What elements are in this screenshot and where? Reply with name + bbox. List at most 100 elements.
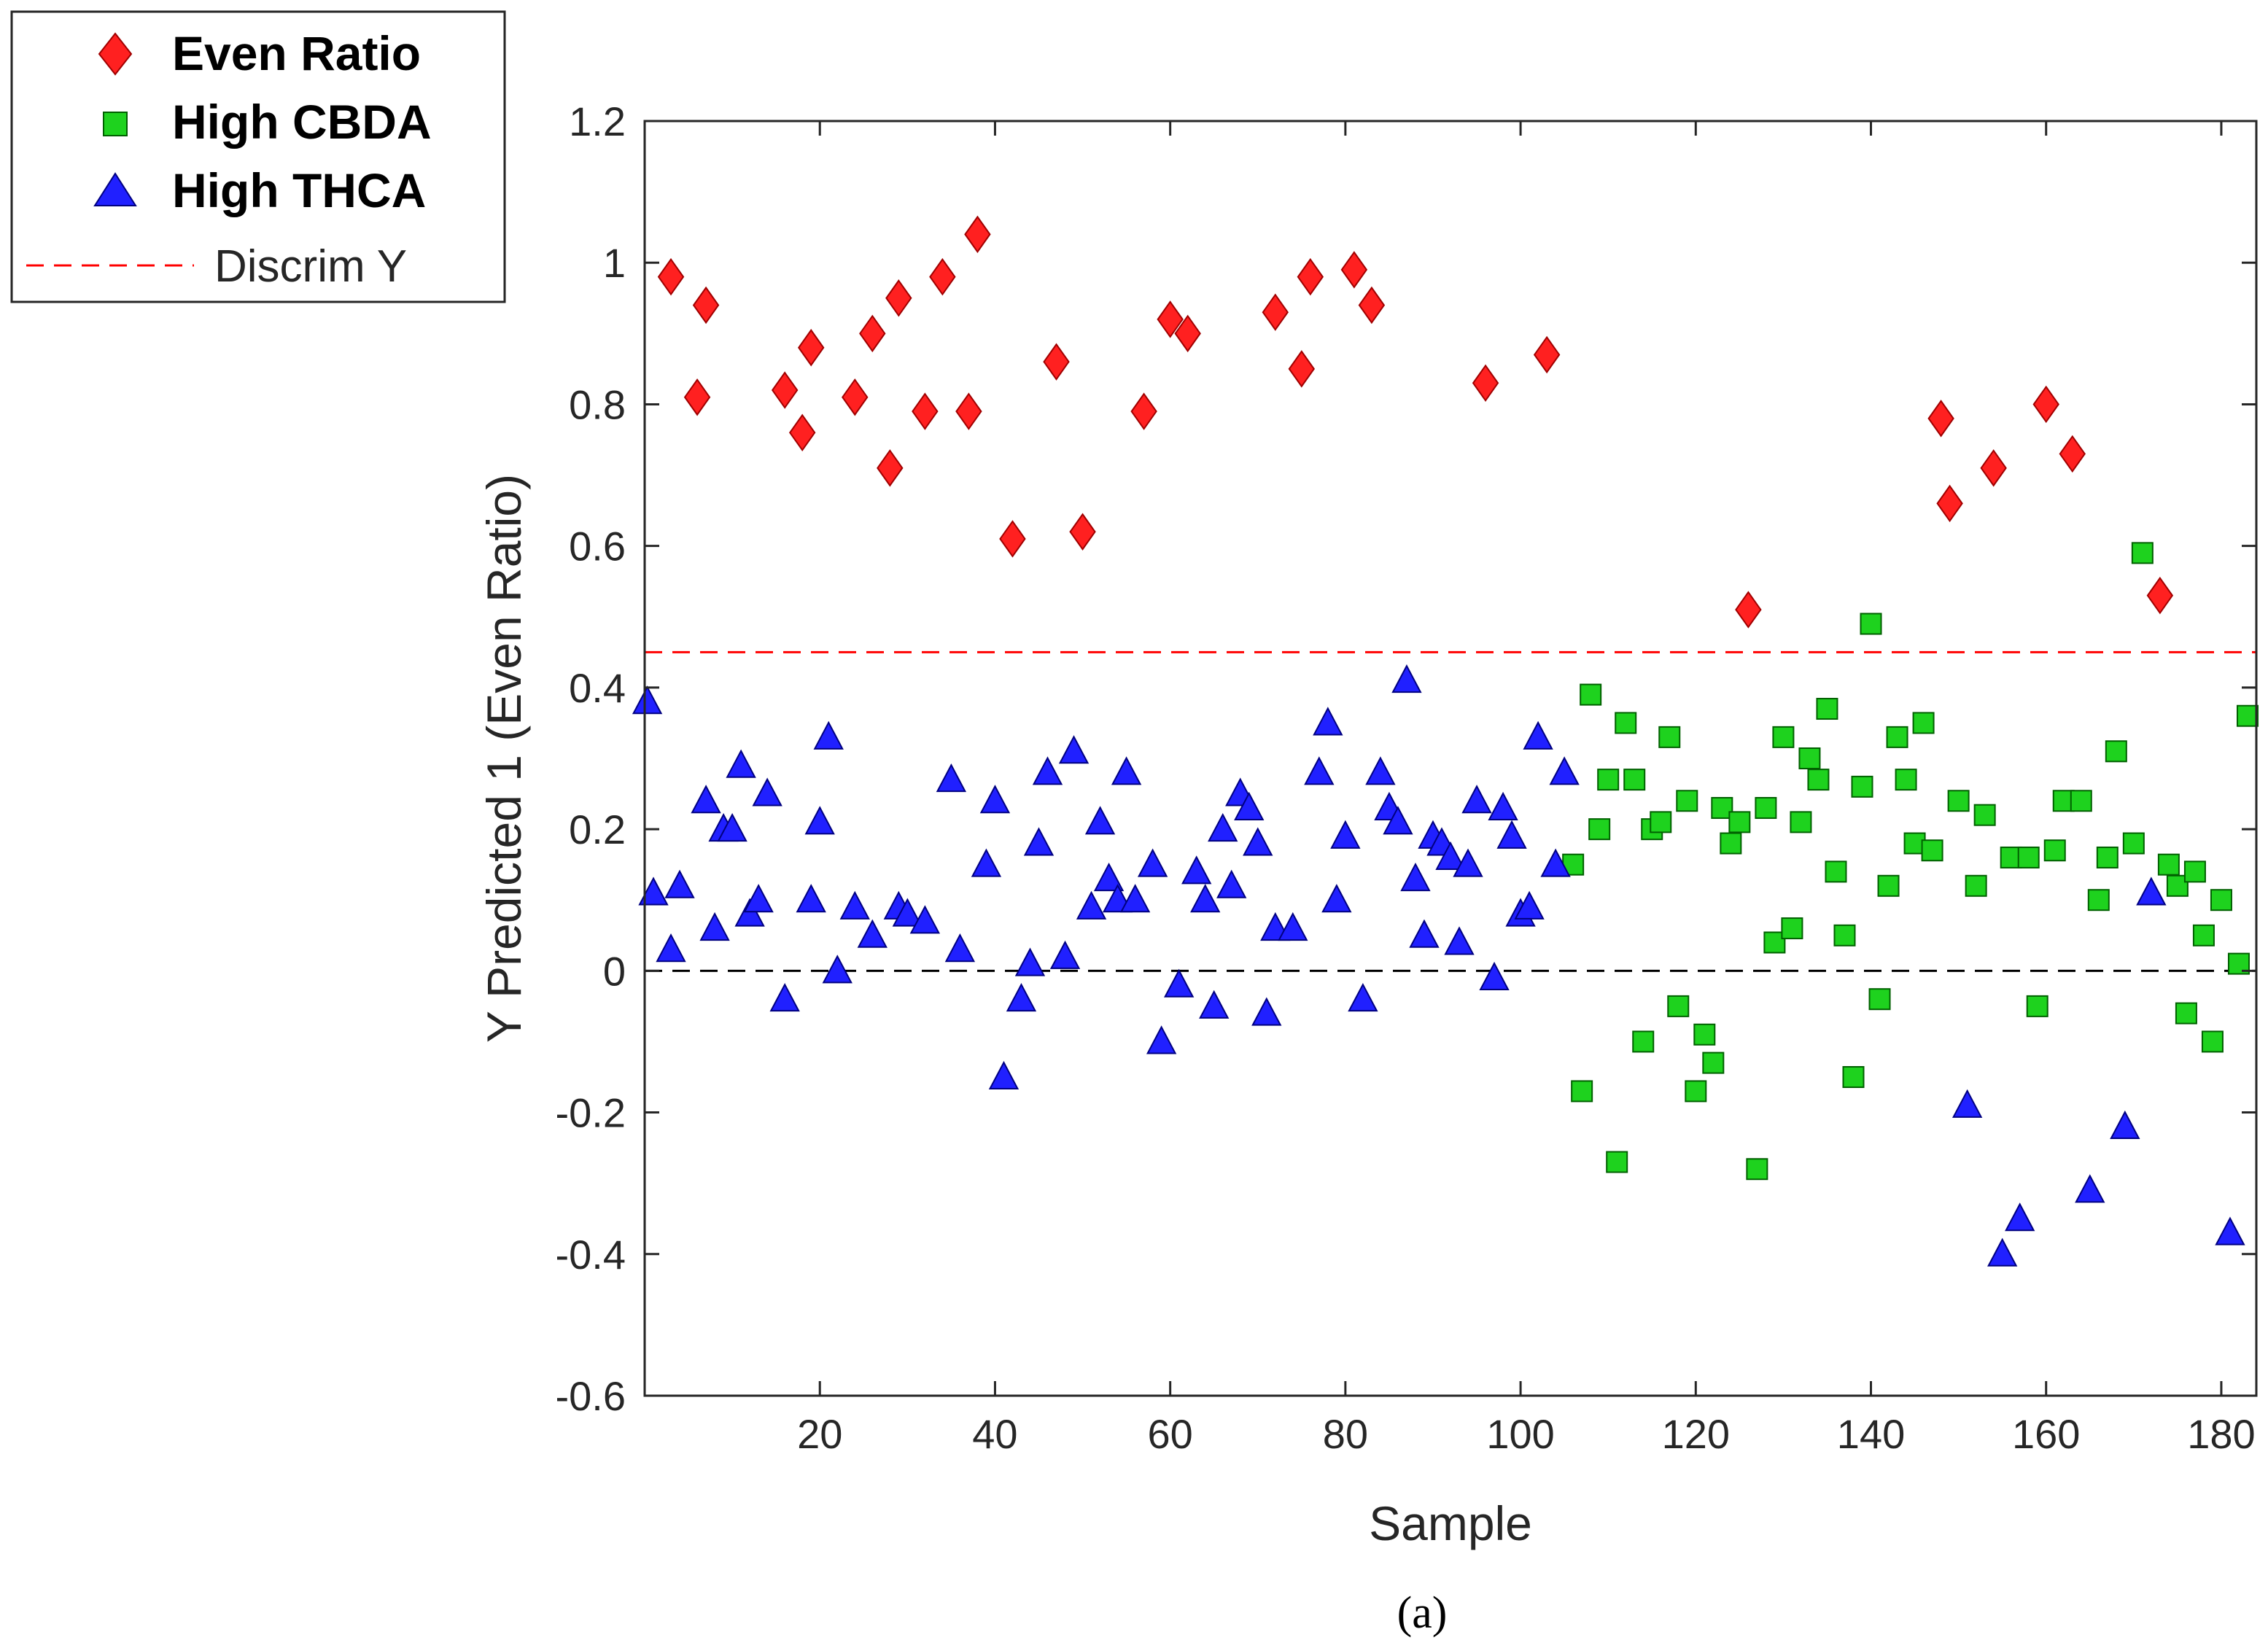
point-even-ratio-12 <box>955 392 982 430</box>
point-high-thca-48 <box>1234 791 1265 820</box>
x-tick-label-60: 60 <box>1148 1411 1193 1457</box>
point-high-thca-15 <box>813 720 844 750</box>
plot-area <box>645 121 2256 1396</box>
legend-label-even-ratio: Even Ratio <box>172 26 421 80</box>
x-tick-label-100: 100 <box>1486 1411 1554 1457</box>
x-tick-label-120: 120 <box>1662 1411 1730 1457</box>
point-even-ratio-31 <box>2032 385 2059 424</box>
point-high-thca-77 <box>1549 756 1580 785</box>
point-high-cbda-1 <box>1571 1080 1593 1103</box>
point-high-thca-35 <box>1093 862 1125 892</box>
point-high-cbda-63 <box>2236 704 2259 727</box>
x-tick-label-140: 140 <box>1837 1411 1905 1457</box>
point-high-cbda-12 <box>1667 995 1690 1017</box>
point-high-thca-5 <box>699 912 730 941</box>
point-high-thca-37 <box>1111 756 1142 785</box>
point-even-ratio-27 <box>1735 591 1762 629</box>
point-high-thca-43 <box>1190 884 1221 913</box>
point-high-thca-41 <box>1164 968 1195 998</box>
point-high-thca-54 <box>1313 707 1343 736</box>
point-high-thca-46 <box>1216 869 1247 898</box>
point-high-thca-24 <box>971 848 1002 877</box>
point-high-cbda-47 <box>2043 839 2066 862</box>
point-high-cbda-36 <box>1886 726 1908 748</box>
point-high-thca-81 <box>2075 1174 2105 1203</box>
point-high-thca-75 <box>1523 720 1553 750</box>
point-high-thca-62 <box>1400 862 1431 892</box>
point-even-ratio-33 <box>2146 576 2174 615</box>
point-high-cbda-50 <box>2087 889 2110 912</box>
point-high-cbda-46 <box>2026 995 2048 1017</box>
x-tick-label-180: 180 <box>2187 1411 2255 1457</box>
point-high-thca-70 <box>1479 961 1510 991</box>
point-high-cbda-41 <box>1947 790 1970 812</box>
point-high-thca-29 <box>1023 827 1055 856</box>
point-high-cbda-19 <box>1728 811 1751 833</box>
point-high-thca-16 <box>822 955 853 984</box>
point-even-ratio-14 <box>999 520 1026 558</box>
point-high-cbda-21 <box>1755 796 1777 819</box>
point-high-cbda-6 <box>1615 712 1637 734</box>
point-high-cbda-53 <box>2122 832 2145 855</box>
point-high-thca-76 <box>1540 848 1571 877</box>
point-high-cbda-26 <box>1798 747 1821 769</box>
point-high-thca-20 <box>892 898 923 927</box>
point-even-ratio-20 <box>1262 293 1289 331</box>
point-even-ratio-22 <box>1297 257 1324 296</box>
point-high-thca-52 <box>1278 912 1308 941</box>
point-even-ratio-28 <box>1927 400 1954 438</box>
point-even-ratio-25 <box>1472 364 1499 403</box>
point-high-thca-67 <box>1444 926 1475 955</box>
legend-entry-even-ratio: Even Ratio <box>98 26 421 80</box>
point-high-cbda-62 <box>2227 952 2250 975</box>
y-tick-label-6: 0.6 <box>569 524 626 570</box>
point-high-thca-44 <box>1199 990 1230 1019</box>
point-even-ratio-9 <box>885 279 912 317</box>
point-even-ratio-11 <box>929 257 956 296</box>
point-high-thca-82 <box>2110 1110 2140 1139</box>
point-high-thca-14 <box>804 806 835 835</box>
point-high-thca-13 <box>796 884 826 913</box>
legend-label-high-cbda: High CBDA <box>172 95 432 149</box>
point-high-thca-42 <box>1181 855 1212 885</box>
legend-label-discrim-y: Discrim Y <box>214 241 407 292</box>
point-high-thca-68 <box>1453 848 1483 877</box>
point-high-thca-12 <box>769 983 800 1012</box>
point-high-cbda-58 <box>2183 860 2206 883</box>
point-high-cbda-37 <box>1895 769 1917 791</box>
reference-lines <box>645 650 2256 972</box>
point-high-thca-33 <box>1076 890 1107 920</box>
point-even-ratio-30 <box>1980 449 2007 487</box>
point-high-cbda-52 <box>2105 740 2127 763</box>
point-high-cbda-7 <box>1623 769 1646 791</box>
point-high-cbda-29 <box>1825 860 1847 883</box>
point-high-thca-25 <box>979 785 1011 814</box>
point-high-thca-60 <box>1383 806 1413 835</box>
y-tick-label-2: -0.2 <box>556 1090 626 1136</box>
point-high-thca-8 <box>726 749 756 778</box>
point-high-cbda-61 <box>2210 889 2232 912</box>
point-high-thca-32 <box>1058 735 1090 764</box>
legend-label-high-thca: High THCA <box>172 163 426 217</box>
y-axis-ticks: -0.6 -0.4 -0.2 0 0.2 0.4 0.6 0.8 1 1.2 <box>556 98 2256 1419</box>
point-high-thca-9 <box>734 898 765 927</box>
y-axis-title: Y Predicted 1 (Even Ratio) <box>477 474 531 1043</box>
point-high-thca-2 <box>656 933 686 963</box>
point-even-ratio-0 <box>657 257 685 296</box>
point-even-ratio-7 <box>859 314 886 353</box>
point-high-thca-72 <box>1496 820 1527 849</box>
x-tick-label-80: 80 <box>1323 1411 1368 1457</box>
point-high-thca-74 <box>1514 890 1545 920</box>
point-high-thca-71 <box>1488 791 1518 820</box>
point-high-cbda-28 <box>1816 698 1838 720</box>
point-high-thca-40 <box>1146 1025 1177 1054</box>
point-high-thca-7 <box>717 812 747 842</box>
point-even-ratio-24 <box>1358 286 1386 324</box>
point-high-thca-78 <box>1952 1089 1983 1118</box>
point-high-thca-66 <box>1435 841 1466 870</box>
point-high-thca-56 <box>1330 820 1361 849</box>
point-high-thca-22 <box>936 763 967 793</box>
point-high-thca-80 <box>2005 1202 2035 1232</box>
point-high-thca-1 <box>638 877 669 906</box>
